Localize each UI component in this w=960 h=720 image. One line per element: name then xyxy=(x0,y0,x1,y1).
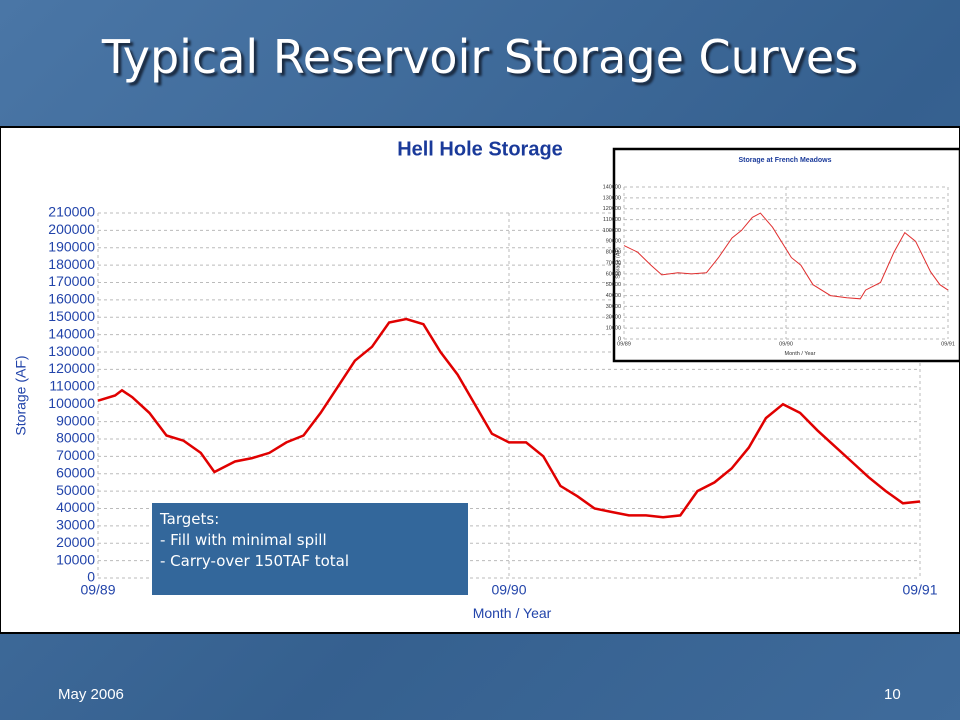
y-tick-label: 120000 xyxy=(603,206,621,212)
storage-line xyxy=(623,212,949,300)
y-tick-label: 130000 xyxy=(48,343,95,359)
y-tick-label: 10000 xyxy=(56,551,95,567)
y-tick-label: 140000 xyxy=(48,325,95,341)
y-tick-label: 50000 xyxy=(606,282,621,288)
y-tick-label: 80000 xyxy=(56,430,95,446)
x-tick-label: 09/90 xyxy=(779,341,793,347)
footer-date: May 2006 xyxy=(58,686,124,703)
inset-frame xyxy=(612,147,960,363)
y-tick-label: 90000 xyxy=(606,239,621,245)
y-tick-label: 20000 xyxy=(56,534,95,550)
chart-title: Hell Hole Storage xyxy=(397,138,563,160)
storage-line xyxy=(97,317,921,519)
y-tick-label: 0 xyxy=(618,336,621,342)
y-tick-label: 210000 xyxy=(48,204,95,220)
x-axis-label: Month / Year xyxy=(785,351,816,357)
chart-panel: Hell Hole Storage01000020000300004000050… xyxy=(0,126,960,634)
x-tick-label: 09/91 xyxy=(902,581,937,597)
x-tick-label: 09/89 xyxy=(80,581,115,597)
page-number: 10 xyxy=(884,686,901,703)
y-tick-label: 10000 xyxy=(606,326,621,332)
y-tick-label: 20000 xyxy=(606,315,621,321)
y-tick-label: 180000 xyxy=(48,256,95,272)
y-axis-label: Storage (AF) xyxy=(615,247,621,279)
callout-item: - Carry-over 150TAF total xyxy=(160,552,350,570)
y-tick-label: 30000 xyxy=(606,304,621,310)
y-tick-label: 60000 xyxy=(606,271,621,277)
y-tick-label: 100000 xyxy=(48,395,95,411)
x-axis-label: Month / Year xyxy=(473,605,552,621)
y-tick-label: 150000 xyxy=(48,308,95,324)
y-tick-label: 40000 xyxy=(56,499,95,515)
callout-heading: Targets: xyxy=(160,510,220,528)
y-tick-label: 120000 xyxy=(48,360,95,376)
y-tick-label: 110000 xyxy=(49,378,95,394)
chart-title: Storage at French Meadows xyxy=(739,157,832,164)
y-tick-label: 130000 xyxy=(603,195,621,201)
y-tick-label: 110000 xyxy=(603,217,621,223)
y-axis-label: Storage (AF) xyxy=(13,355,29,435)
y-tick-label: 60000 xyxy=(56,464,95,480)
callout: Targets: - Fill with minimal spill - Car… xyxy=(152,503,468,595)
y-tick-label: 70000 xyxy=(56,447,95,463)
y-tick-label: 200000 xyxy=(48,221,95,237)
y-tick-label: 90000 xyxy=(56,412,95,428)
x-tick-label: 09/90 xyxy=(491,581,526,597)
y-tick-label: 70000 xyxy=(606,260,621,266)
y-tick-label: 160000 xyxy=(48,291,95,307)
slide-title: Typical Reservoir Storage Curves xyxy=(101,30,859,84)
x-tick-label: 09/89 xyxy=(617,341,631,347)
y-tick-label: 140000 xyxy=(603,184,621,190)
callout-item: - Fill with minimal spill xyxy=(160,531,327,549)
y-tick-label: 0 xyxy=(87,569,95,585)
y-tick-label: 50000 xyxy=(56,482,95,498)
x-tick-label: 09/91 xyxy=(941,341,955,347)
y-tick-label: 100000 xyxy=(603,228,621,234)
y-tick-label: 80000 xyxy=(606,250,621,256)
y-tick-label: 40000 xyxy=(606,293,621,299)
y-tick-label: 170000 xyxy=(48,273,95,289)
y-tick-label: 30000 xyxy=(56,517,95,533)
y-tick-label: 190000 xyxy=(48,238,95,254)
